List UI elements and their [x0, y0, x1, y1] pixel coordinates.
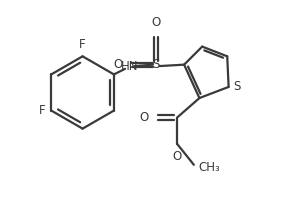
- Text: O: O: [113, 58, 122, 71]
- Text: O: O: [152, 16, 161, 29]
- Text: CH₃: CH₃: [198, 161, 220, 174]
- Text: O: O: [173, 150, 182, 163]
- Text: F: F: [39, 104, 46, 117]
- Text: HN: HN: [120, 60, 138, 73]
- Text: S: S: [153, 58, 160, 71]
- Text: O: O: [140, 111, 149, 124]
- Text: S: S: [233, 80, 241, 93]
- Text: F: F: [79, 38, 86, 51]
